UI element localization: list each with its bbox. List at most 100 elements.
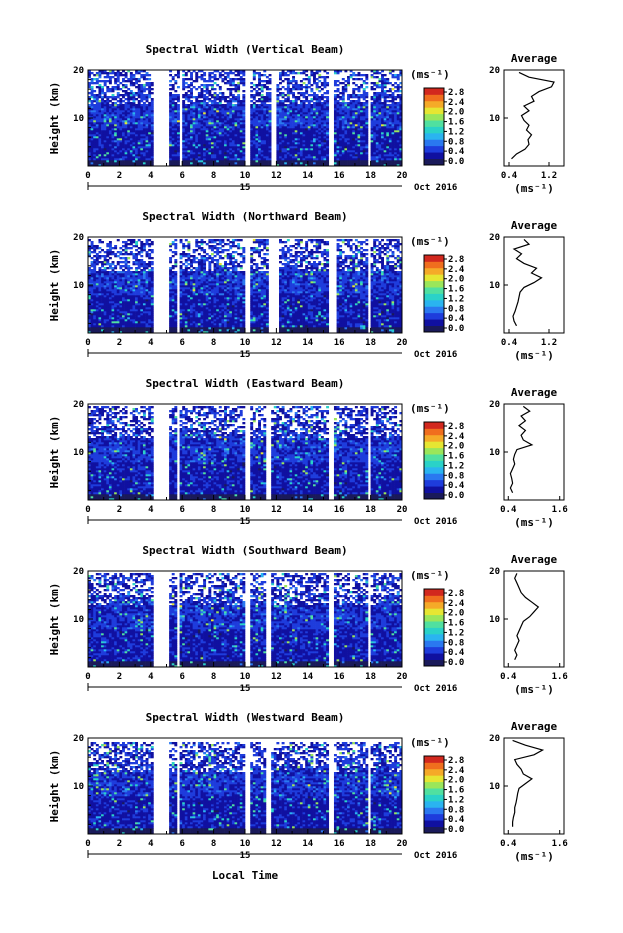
heatmap-cell xyxy=(303,146,306,148)
heatmap-cell xyxy=(224,128,227,130)
heatmap-cell xyxy=(138,88,141,90)
heatmap-cell xyxy=(373,120,376,122)
heatmap-cell xyxy=(358,88,361,90)
heatmap-cell xyxy=(132,82,135,84)
heatmap-cell xyxy=(101,104,104,106)
heatmap-cell xyxy=(130,84,133,86)
heatmap-cell xyxy=(250,162,253,164)
heatmap-cell xyxy=(104,92,107,94)
heatmap-cell xyxy=(96,154,99,156)
heatmap-cell xyxy=(117,132,120,134)
heatmap-cell xyxy=(104,158,107,160)
heatmap-cell xyxy=(122,273,125,275)
heatmap-cell xyxy=(114,80,117,82)
heatmap-cell xyxy=(378,132,381,134)
heatmap-cell xyxy=(229,122,232,124)
heatmap-cell xyxy=(140,124,143,126)
heatmap-cell xyxy=(300,104,303,106)
heatmap-cell xyxy=(282,106,285,108)
heatmap-cell xyxy=(91,130,94,132)
heatmap-cell xyxy=(174,74,177,76)
heatmap-cell xyxy=(263,80,266,82)
heatmap-cell xyxy=(342,118,345,120)
heatmap-cell xyxy=(321,156,324,158)
heatmap-cell xyxy=(316,142,319,144)
heatmap-cell xyxy=(282,152,285,154)
heatmap-cell xyxy=(300,148,303,150)
heatmap-cell xyxy=(182,154,185,156)
heatmap-cell xyxy=(174,110,177,112)
heatmap-cell xyxy=(172,86,175,88)
heatmap-cell xyxy=(104,281,107,283)
heatmap-cell xyxy=(91,132,94,134)
heatmap-cell xyxy=(384,98,387,100)
heatmap-cell xyxy=(337,108,340,110)
heatmap-cell xyxy=(130,114,133,116)
heatmap-cell xyxy=(211,112,214,114)
heatmap-cell xyxy=(119,126,122,128)
heatmap-cell xyxy=(190,152,193,154)
heatmap-cell xyxy=(282,124,285,126)
heatmap-cell xyxy=(146,106,149,108)
heatmap-cell xyxy=(355,118,358,120)
heatmap-cell xyxy=(334,126,337,128)
heatmap-cell xyxy=(93,134,96,136)
heatmap-cell xyxy=(114,315,117,317)
heatmap-cell xyxy=(117,110,120,112)
heatmap-cell xyxy=(371,116,374,118)
heatmap-cell xyxy=(221,130,224,132)
heatmap-cell xyxy=(363,154,366,156)
heatmap-cell xyxy=(185,104,188,106)
heatmap-cell xyxy=(339,126,342,128)
heatmap-cell xyxy=(130,120,133,122)
heatmap-cell xyxy=(132,94,135,96)
colorbar-swatch xyxy=(424,146,444,153)
heatmap-cell xyxy=(93,90,96,92)
heatmap-cell xyxy=(135,120,138,122)
heatmap-cell xyxy=(282,136,285,138)
heatmap-cell xyxy=(240,112,243,114)
heatmap-cell xyxy=(386,106,389,108)
heatmap-cell xyxy=(214,124,217,126)
heatmap-cell xyxy=(347,76,350,78)
heatmap-cell xyxy=(185,112,188,114)
heatmap-cell xyxy=(347,116,350,118)
heatmap-cell xyxy=(224,98,227,100)
heatmap-cell xyxy=(342,162,345,164)
heatmap-cell xyxy=(138,146,141,148)
heatmap-cell xyxy=(386,120,389,122)
heatmap-cell xyxy=(324,116,327,118)
heatmap-cell xyxy=(112,307,115,309)
heatmap-cell xyxy=(389,118,392,120)
heatmap-cell xyxy=(96,313,99,315)
heatmap-cell xyxy=(114,319,117,321)
colorbar: (ms⁻¹)2.82.42.01.61.20.80.40.0 xyxy=(410,68,465,167)
heatmap-cell xyxy=(187,138,190,140)
heatmap-cell xyxy=(109,311,112,313)
heatmap-cell xyxy=(240,136,243,138)
heatmap-cell xyxy=(93,247,96,249)
heatmap-cell xyxy=(394,102,397,104)
heatmap-cell xyxy=(114,299,117,301)
heatmap-cell xyxy=(193,80,196,82)
heatmap-cell xyxy=(93,108,96,110)
heatmap-cell xyxy=(266,100,269,102)
heatmap-cell xyxy=(386,154,389,156)
heatmap-cell xyxy=(221,96,224,98)
heatmap-cell xyxy=(266,76,269,78)
heatmap-cell xyxy=(292,100,295,102)
heatmap-cell xyxy=(187,94,190,96)
heatmap-cell xyxy=(96,148,99,150)
heatmap-cell xyxy=(376,136,379,138)
heatmap-cell xyxy=(96,134,99,136)
heatmap-cell xyxy=(206,96,209,98)
heatmap-cell xyxy=(169,116,172,118)
heatmap-cell xyxy=(96,295,99,297)
heatmap-cell xyxy=(104,283,107,285)
heatmap-cell xyxy=(344,130,347,132)
heatmap-cell xyxy=(284,104,287,106)
heatmap-cell xyxy=(253,108,256,110)
heatmap-cell xyxy=(106,88,109,90)
heatmap-cell xyxy=(114,279,117,281)
heatmap-cell xyxy=(384,142,387,144)
